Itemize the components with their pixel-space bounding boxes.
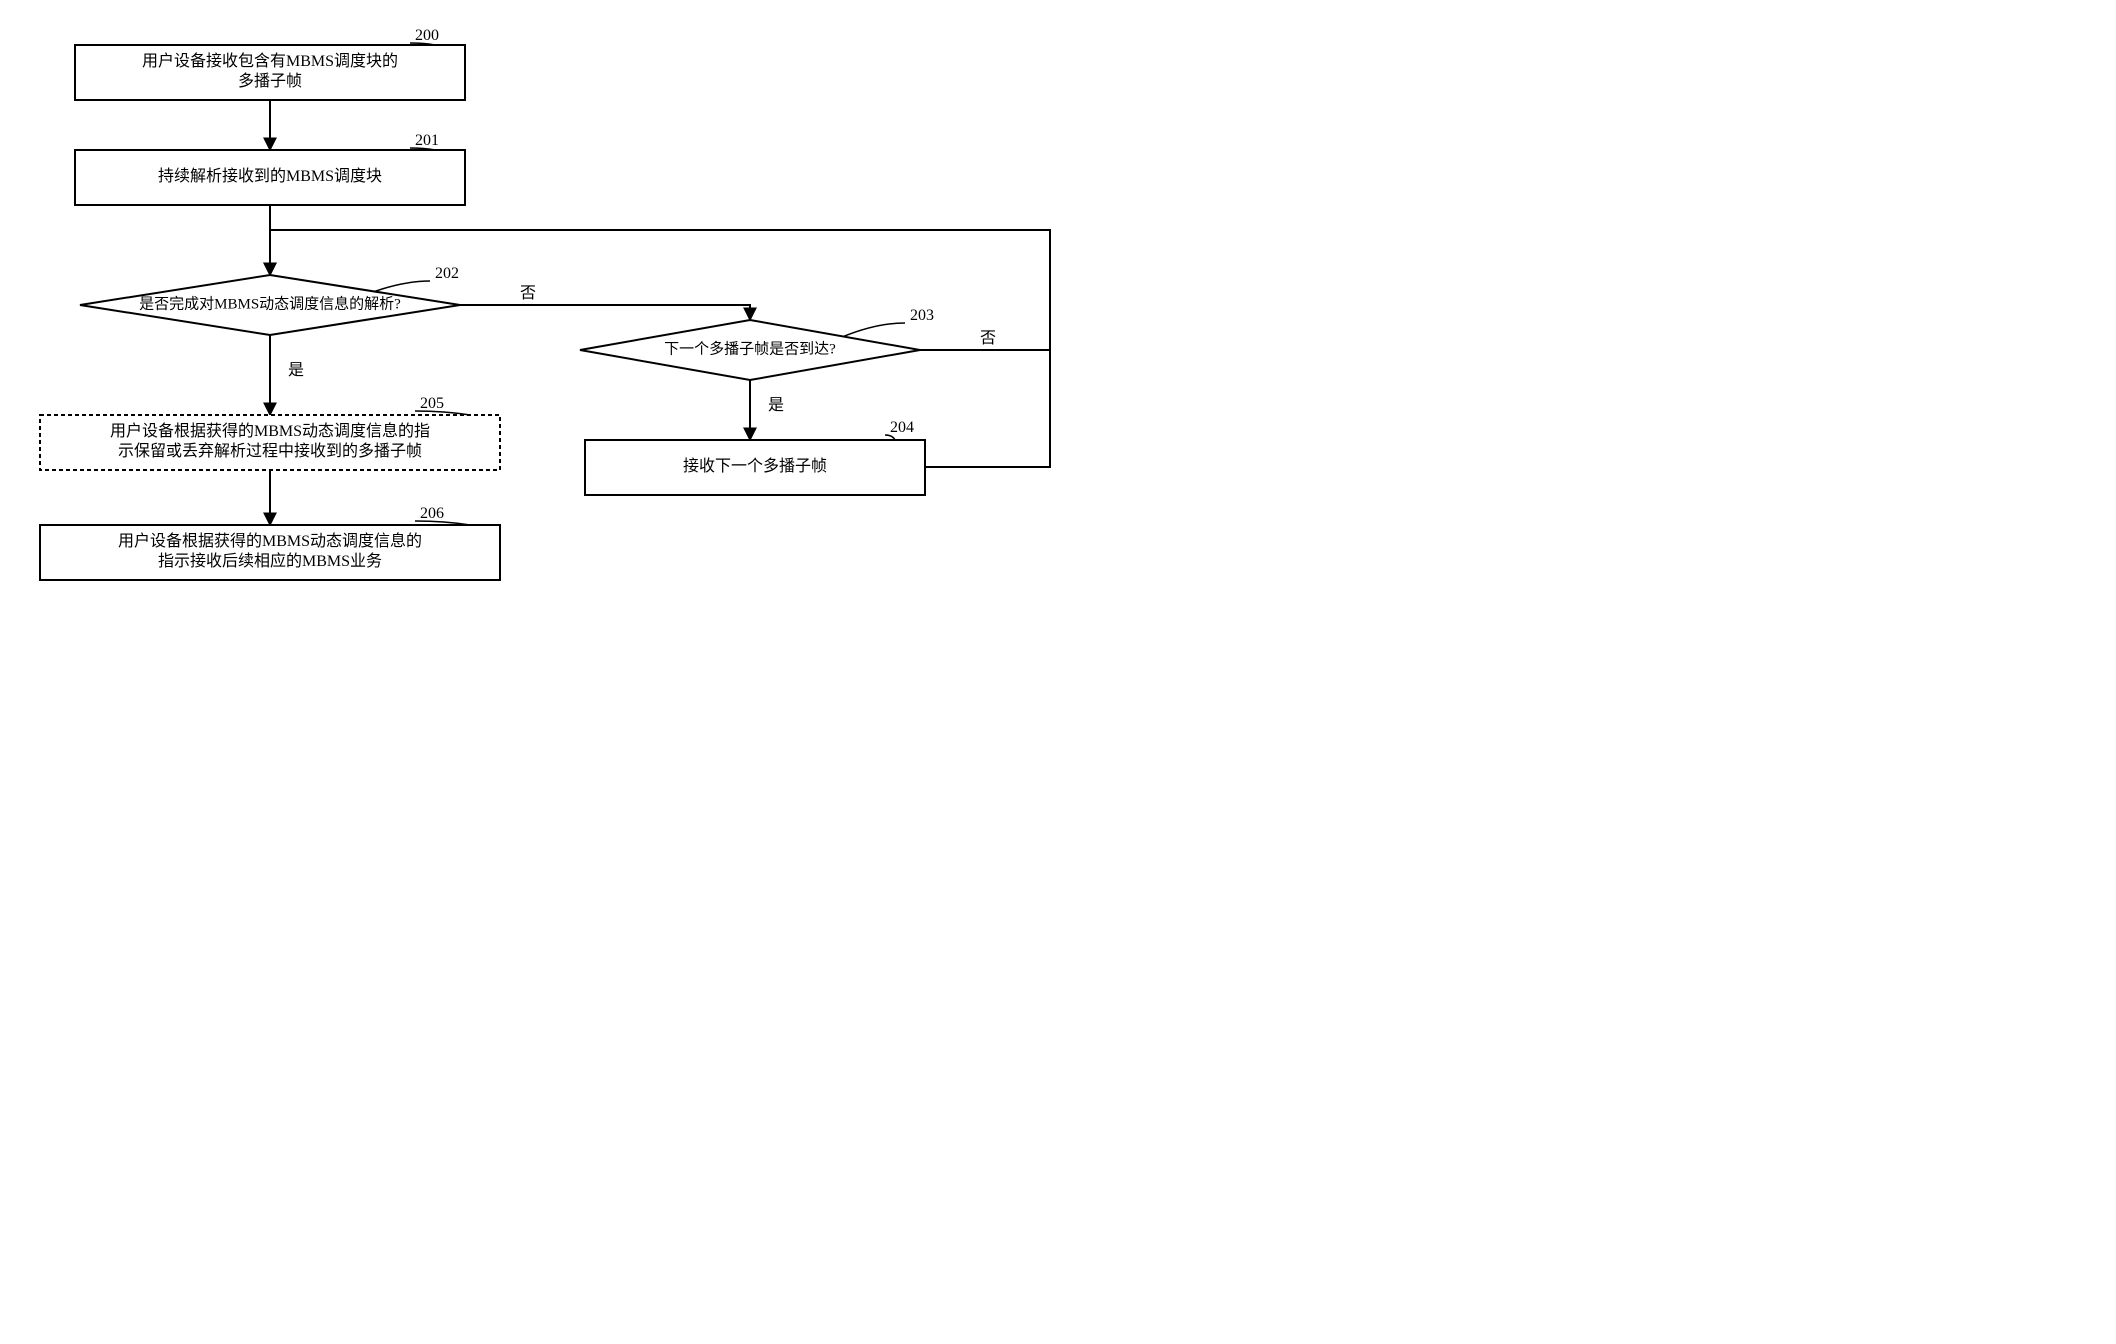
step-number: 205	[420, 395, 444, 412]
node-text: 用户设备根据获得的MBMS动态调度信息的指	[110, 422, 430, 440]
node-text: 是否完成对MBMS动态调度信息的解析?	[139, 295, 401, 312]
flowchart-svg: 是 否是 否 用户设备接收包含有MBMS调度块的多播子帧 200 持续解析接收到的MBMS…	[20, 20, 1078, 692]
node-text: 示保留或丢弃解析过程中接收到的多播子帧	[118, 442, 422, 460]
node-text: 下一个多播子帧是否到达?	[664, 340, 836, 357]
node-text: 用户设备根据获得的MBMS动态调度信息的	[118, 532, 422, 550]
flow-node-203: 下一个多播子帧是否到达? 203	[580, 307, 934, 380]
edge-label: 否	[520, 285, 536, 302]
flow-node-204: 接收下一个多播子帧 204	[585, 419, 925, 495]
edge-label: 是	[768, 397, 784, 414]
step-number: 201	[415, 132, 439, 149]
step-number: 202	[435, 265, 459, 282]
flow-edge	[270, 230, 1050, 350]
flow-edge	[460, 305, 750, 320]
edge-label: 是	[288, 362, 304, 379]
step-number: 203	[910, 307, 934, 324]
node-text: 接收下一个多播子帧	[683, 457, 827, 475]
node-text: 用户设备接收包含有MBMS调度块的	[142, 52, 398, 70]
flow-node-200: 用户设备接收包含有MBMS调度块的多播子帧 200	[75, 27, 465, 100]
node-text: 持续解析接收到的MBMS调度块	[158, 167, 382, 185]
node-text: 指示接收后续相应的MBMS业务	[158, 551, 382, 570]
flow-edge	[270, 230, 1050, 275]
flow-node-202: 是否完成对MBMS动态调度信息的解析? 202	[80, 265, 460, 335]
step-number: 204	[890, 419, 914, 436]
step-number: 206	[420, 505, 444, 522]
edge-label: 否	[980, 330, 996, 347]
step-number: 200	[415, 27, 439, 44]
node-text: 多播子帧	[238, 72, 302, 90]
